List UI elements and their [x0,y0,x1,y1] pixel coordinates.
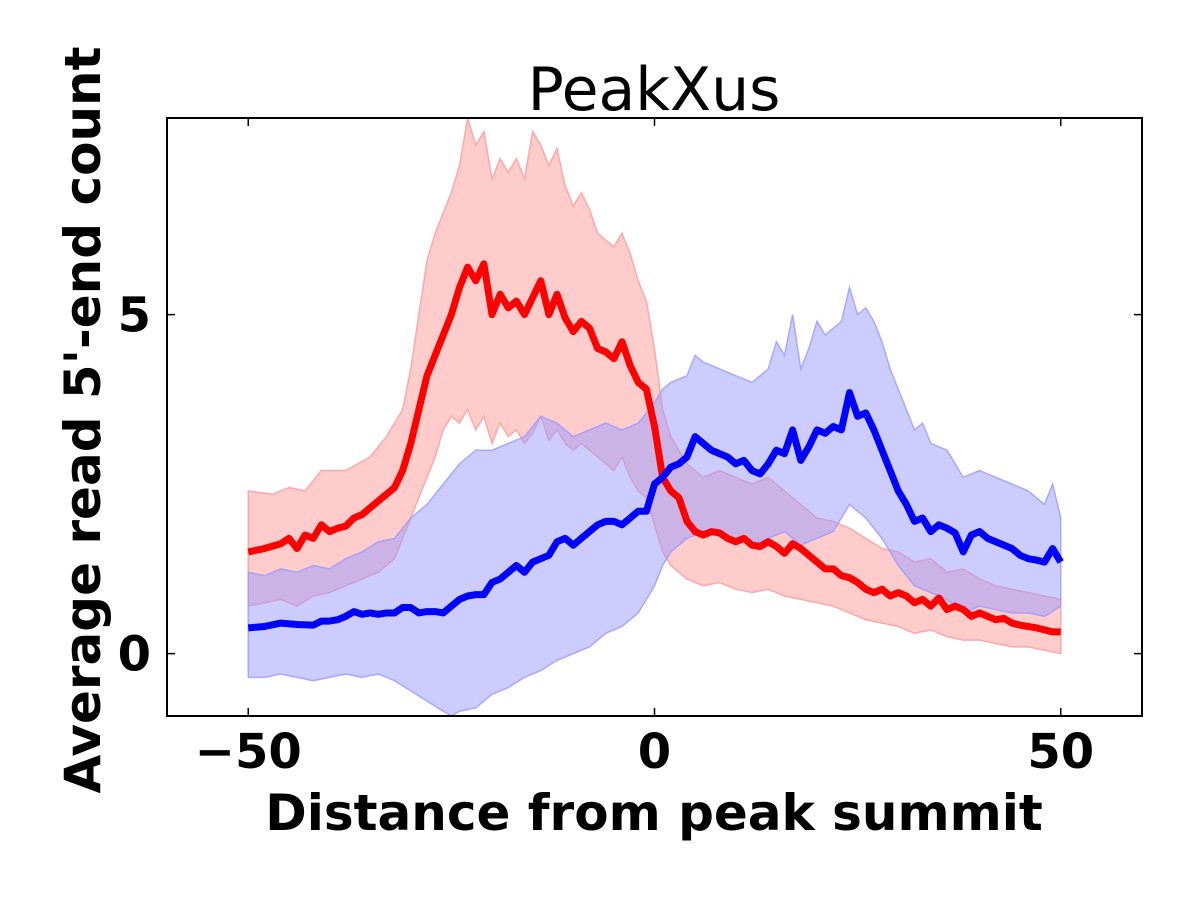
x-tick-label: 0 [638,724,671,780]
x-tick-label: 50 [1027,724,1094,780]
chart-title: PeakXus [528,55,781,125]
series-1-band [247,118,1062,655]
y-axis: 05 [118,288,1142,683]
series-2-line [247,389,1064,632]
y-tick-label: 5 [118,288,151,344]
x-tick-label: −50 [195,724,302,780]
y-axis-label: Average read 5'-end count [54,46,112,793]
x-axis: −50 0 50 [195,118,1094,780]
plot-area [247,118,1064,716]
x-axis-label: Distance from peak summit [265,784,1043,842]
y-tick-label: 0 [118,627,151,683]
